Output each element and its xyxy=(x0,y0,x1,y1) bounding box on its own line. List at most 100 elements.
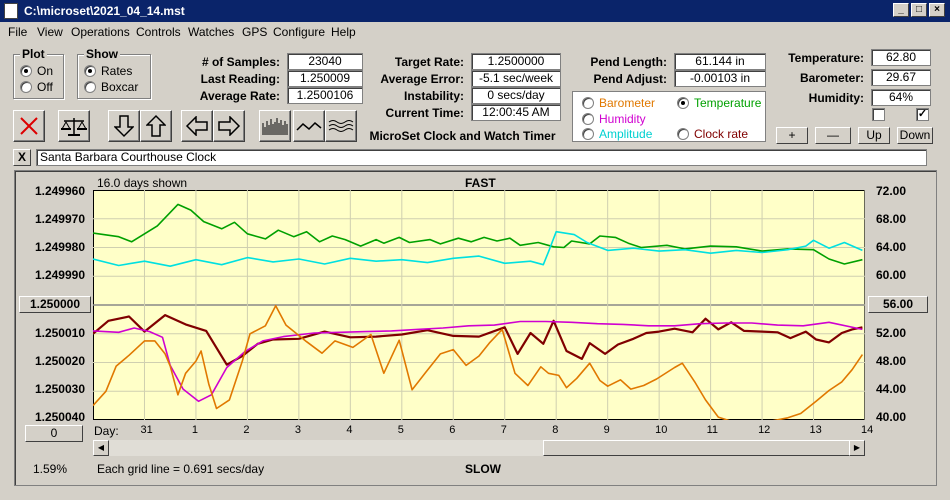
average-rate-field: 1.2500106 xyxy=(287,87,363,104)
clockrate-radio-label: Clock rate xyxy=(694,127,749,141)
scroll-right-arrow[interactable]: ▶ xyxy=(849,440,865,456)
left-axis-tick: 1.249990 xyxy=(34,268,85,282)
target-rate-label: Target Rate: xyxy=(394,55,464,69)
clock-name-field[interactable]: Santa Barbara Courthouse Clock xyxy=(36,149,927,166)
show-boxcar-radio[interactable]: Boxcar xyxy=(84,80,138,94)
menu-watches[interactable]: Watches xyxy=(188,25,235,39)
raw-data-view-button[interactable] xyxy=(259,110,291,142)
menu-file[interactable]: File xyxy=(8,25,28,39)
rate-chart xyxy=(93,190,865,420)
zigzag-line-icon xyxy=(296,121,322,131)
temperature-field: 62.80 xyxy=(871,49,931,66)
day-axis-label: Day: xyxy=(94,424,119,438)
wave-lines-icon xyxy=(328,120,354,132)
radio-dot xyxy=(677,97,689,109)
maximize-button[interactable]: □ xyxy=(911,3,927,17)
scroll-left-button[interactable] xyxy=(181,110,213,142)
menu-view[interactable]: View xyxy=(37,25,63,39)
show-group: Show xyxy=(77,47,151,99)
average-error-label: Average Error: xyxy=(380,72,464,86)
calibrate-button[interactable] xyxy=(58,110,90,142)
day-tick-label: 31 xyxy=(140,424,153,436)
day-tick-label: 6 xyxy=(449,424,456,436)
scroll-up-button[interactable] xyxy=(140,110,172,142)
show-rates-radio[interactable]: Rates xyxy=(84,64,132,78)
smooth-view-button[interactable] xyxy=(325,110,357,142)
down-button[interactable]: Down xyxy=(897,127,933,144)
humidity-radio-label: Humidity xyxy=(599,112,646,126)
temperature-radio[interactable]: Temperature xyxy=(677,96,761,110)
title-bar: C:\microset\2021_04_14.mst _ □ × xyxy=(0,0,950,22)
day-tick-label: 8 xyxy=(552,424,559,436)
day-tick-label: 12 xyxy=(758,424,771,436)
plot-on-radio[interactable]: On xyxy=(20,64,53,78)
window-title: C:\microset\2021_04_14.mst xyxy=(24,4,185,18)
samples-field: 23040 xyxy=(287,53,363,70)
target-rate-field: 1.2500000 xyxy=(471,53,561,70)
balance-scale-icon xyxy=(61,118,87,136)
show-group-title: Show xyxy=(84,47,120,61)
x-icon xyxy=(20,117,38,135)
series-temperature xyxy=(93,203,863,265)
arrow-up-icon xyxy=(146,114,166,137)
right-axis-tick: 40.00 xyxy=(875,410,906,424)
current-time-label: Current Time: xyxy=(385,106,464,120)
chart-panel xyxy=(14,170,937,486)
scroll-down-button[interactable] xyxy=(108,110,140,142)
menu-help[interactable]: Help xyxy=(331,25,356,39)
plot-group: Plot xyxy=(13,47,64,99)
slow-label: SLOW xyxy=(465,462,501,476)
day-tick-label: 13 xyxy=(809,424,822,436)
day-tick-label: 4 xyxy=(346,424,353,436)
scroll-right-button[interactable] xyxy=(213,110,245,142)
stop-button[interactable] xyxy=(13,110,45,142)
menu-operations[interactable]: Operations xyxy=(71,25,130,39)
instability-label: Instability: xyxy=(403,89,464,103)
clockrate-radio[interactable]: Clock rate xyxy=(677,127,748,141)
arrow-left-icon xyxy=(185,116,208,136)
menu-controls[interactable]: Controls xyxy=(136,25,181,39)
clear-name-button[interactable]: X xyxy=(13,149,31,166)
menu-configure[interactable]: Configure xyxy=(273,25,326,39)
scroll-thumb[interactable] xyxy=(543,440,850,456)
humidity-field: 64% xyxy=(871,89,931,106)
left-axis-tick: 1.250010 xyxy=(34,326,85,340)
days-shown-label: 16.0 days shown xyxy=(97,176,188,190)
left-axis-bottom-button[interactable]: 0 xyxy=(25,425,83,442)
minus-button[interactable]: — xyxy=(815,127,851,144)
checkbox-1[interactable] xyxy=(872,108,885,121)
up-button[interactable]: Up xyxy=(858,127,890,144)
plus-button[interactable]: + xyxy=(776,127,808,144)
day-tick-label: 3 xyxy=(294,424,301,436)
humidity-radio[interactable]: Humidity xyxy=(582,112,646,126)
line-view-button[interactable] xyxy=(293,110,325,142)
left-axis-center-button[interactable]: 1.250000 xyxy=(19,296,91,313)
scroll-left-arrow[interactable]: ◀ xyxy=(93,440,109,456)
pend-length-label: Pend Length: xyxy=(590,55,667,69)
close-button[interactable]: × xyxy=(929,3,945,17)
amplitude-radio[interactable]: Amplitude xyxy=(582,127,652,141)
barometer-radio[interactable]: Barometer xyxy=(582,96,655,110)
right-axis-center-button[interactable]: 56.00 xyxy=(868,296,928,313)
day-tick-label: 7 xyxy=(500,424,507,436)
plot-on-label: On xyxy=(37,64,54,78)
average-error-field: -5.1 sec/week xyxy=(471,70,561,87)
radio-dot xyxy=(677,128,689,140)
minimize-button[interactable]: _ xyxy=(893,3,909,17)
left-axis-tick: 1.250030 xyxy=(34,382,85,396)
left-axis-tick: 1.249960 xyxy=(34,184,85,198)
menu-gps[interactable]: GPS xyxy=(242,25,268,39)
plot-group-title: Plot xyxy=(20,47,47,61)
left-axis-tick: 1.250040 xyxy=(34,410,85,424)
pend-length-field: 61.144 in xyxy=(674,53,766,70)
plot-off-radio[interactable]: Off xyxy=(20,80,53,94)
show-boxcar-label: Boxcar xyxy=(101,80,139,94)
right-axis-tick: 72.00 xyxy=(875,184,906,198)
instability-field: 0 secs/day xyxy=(471,87,561,104)
checkbox-2[interactable]: ✓ xyxy=(916,108,929,121)
right-axis-tick: 48.00 xyxy=(875,354,906,368)
right-axis-tick: 60.00 xyxy=(875,268,906,282)
menu-bar: File View Operations Controls Watches GP… xyxy=(0,22,950,42)
day-tick-label: 2 xyxy=(243,424,250,436)
grid-note-label: Each grid line = 0.691 secs/day xyxy=(97,462,265,476)
